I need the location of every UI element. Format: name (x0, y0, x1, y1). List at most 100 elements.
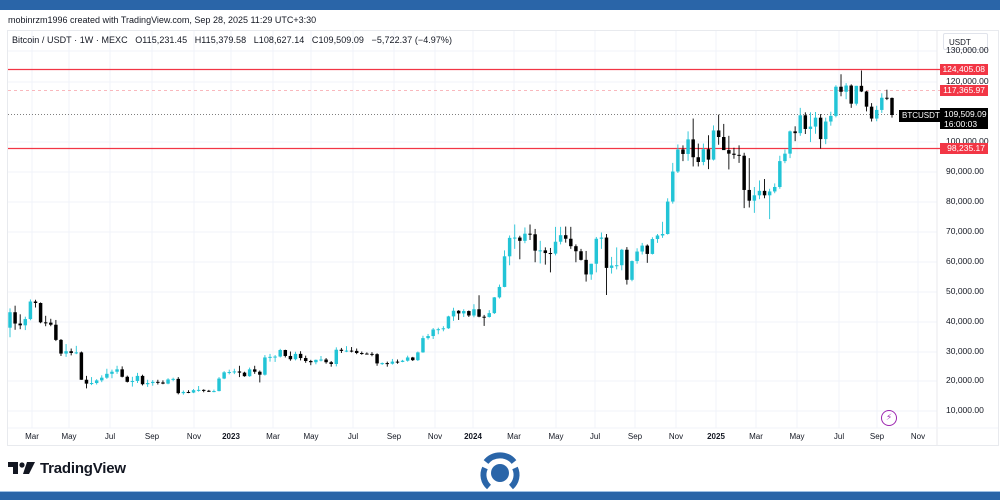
bearish-candle (849, 85, 853, 104)
bullish-candle (166, 379, 170, 384)
time-tick-label: Sep (627, 432, 643, 441)
bullish-candle (390, 361, 395, 364)
time-tick-label: Sep (386, 432, 402, 441)
bullish-candle (436, 329, 440, 331)
bullish-candle (655, 235, 660, 240)
bullish-candle (314, 359, 318, 363)
bullish-candle (380, 363, 384, 365)
time-tick-label: Mar (25, 432, 39, 441)
bearish-candle (818, 117, 823, 140)
bearish-candle (54, 324, 58, 340)
bearish-candle (207, 390, 211, 392)
bullish-candle (854, 85, 859, 104)
bearish-candle (625, 249, 629, 280)
legend-low: L108,627.14 (253, 35, 305, 45)
bullish-candle (686, 139, 690, 154)
bearish-candle (339, 349, 344, 351)
bullish-candle (808, 126, 813, 129)
bearish-candle (298, 353, 303, 359)
bullish-candle (273, 356, 277, 358)
bearish-candle (202, 389, 206, 391)
time-tick-label: Jul (347, 432, 359, 441)
bearish-candle (38, 303, 43, 323)
time-tick-label: Nov (186, 432, 202, 441)
last-price-value: 109,509.09 (944, 109, 987, 119)
bearish-candle (793, 131, 797, 134)
bearish-candle (84, 379, 89, 384)
bullish-candle (94, 380, 99, 384)
bullish-candle (319, 359, 323, 361)
bearish-candle (579, 251, 583, 260)
bearish-candle (125, 376, 129, 382)
bearish-candle (49, 322, 53, 325)
level-price-tag: 117,365.97 (940, 85, 988, 96)
time-tick-label: 2025 (707, 432, 725, 441)
bearish-candle (518, 237, 522, 241)
bearish-candle (533, 234, 537, 251)
bullish-candle (74, 352, 79, 354)
bullish-candle (701, 149, 706, 162)
bearish-candle (370, 353, 374, 355)
bullish-candle (783, 153, 787, 162)
bearish-candle (528, 233, 532, 235)
lightning-icon[interactable]: ⚡︎ (881, 410, 897, 426)
snapshot-credit: mobinrzm1996 created with TradingView.co… (8, 15, 317, 25)
bearish-candle (161, 382, 165, 384)
bullish-candle (614, 265, 619, 267)
bearish-candle (43, 322, 48, 324)
bullish-candle (773, 186, 777, 192)
bearish-candle (716, 130, 721, 138)
bullish-candle (263, 357, 267, 375)
bearish-candle (732, 153, 736, 155)
bearish-candle (691, 139, 695, 158)
bullish-candle (451, 310, 456, 317)
bearish-candle (747, 189, 751, 201)
legend-symbol[interactable]: Bitcoin / USDT · 1W · MEXC (12, 35, 128, 45)
bullish-candle (880, 97, 884, 110)
bullish-candle (630, 261, 634, 280)
time-tick-label: May (303, 432, 319, 441)
bearish-candle (156, 381, 160, 383)
bullish-candle (89, 383, 94, 385)
time-tick-label: Nov (427, 432, 443, 441)
bearish-candle (186, 391, 191, 393)
bearish-candle (354, 350, 359, 353)
bearish-candle (411, 357, 415, 361)
last-price-tag: 109,509.09 16:00:03 (940, 108, 988, 129)
time-tick-label: May (61, 432, 77, 441)
bullish-candle (222, 372, 226, 379)
bullish-candle (767, 191, 772, 196)
bearish-candle (288, 355, 293, 360)
bottom-brand-band (0, 491, 1000, 500)
bullish-candle (426, 336, 430, 339)
bullish-candle (191, 390, 196, 393)
bearish-candle (365, 353, 369, 355)
bullish-candle (446, 316, 451, 329)
chart-pane[interactable] (7, 30, 999, 446)
bullish-candle (405, 357, 410, 361)
bearish-candle (681, 149, 685, 154)
time-tick-label: Sep (144, 432, 160, 441)
price-tick-label: 60,000.00 (946, 256, 984, 266)
bullish-candle (660, 233, 665, 236)
bearish-candle (803, 115, 808, 129)
price-tick-label: 100,000.00 (946, 136, 989, 146)
bullish-candle (212, 391, 216, 393)
price-tick-label: 40,000.00 (946, 316, 984, 326)
time-tick-label: Nov (668, 432, 684, 441)
bullish-candle (462, 311, 466, 314)
bullish-candle (416, 352, 420, 361)
bullish-candle (28, 301, 33, 320)
time-tick-label: May (548, 432, 564, 441)
bullish-candle (247, 369, 252, 377)
bullish-candle (844, 85, 848, 92)
bearish-candle (252, 369, 257, 372)
tradingview-mark-icon (8, 462, 35, 474)
tradingview-logo: TradingView (8, 458, 126, 478)
bullish-candle (497, 286, 502, 298)
bullish-candle (181, 391, 186, 394)
bullish-candle (813, 117, 818, 127)
currency-selector[interactable]: USDT (943, 33, 988, 50)
bearish-candle (309, 361, 313, 363)
